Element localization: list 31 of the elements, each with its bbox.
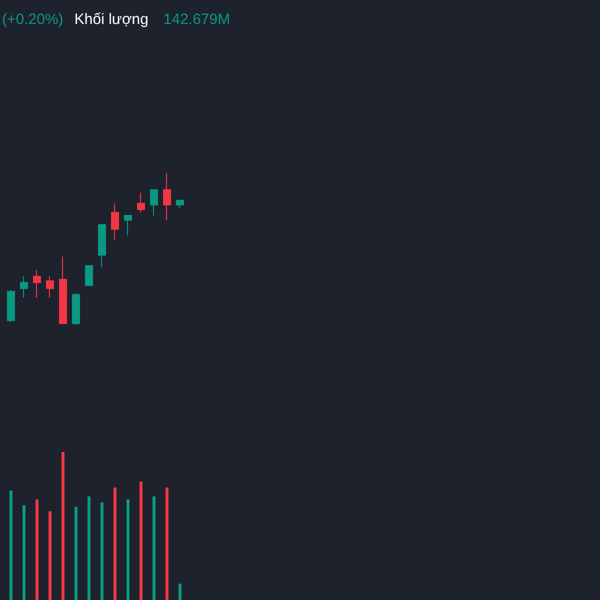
candlestick — [176, 200, 184, 208]
candlestick — [59, 256, 67, 324]
bar — [114, 488, 116, 600]
bar — [166, 488, 168, 600]
text: Khối lượng — [74, 11, 148, 28]
bar — [88, 496, 90, 600]
candlestick — [33, 270, 41, 298]
bar — [62, 452, 64, 600]
candlestick — [46, 276, 54, 298]
candlestick — [20, 276, 28, 298]
bar — [74, 506, 78, 600]
candlestick — [85, 265, 93, 286]
bar — [36, 499, 38, 600]
bar — [48, 511, 52, 600]
bar — [178, 584, 182, 600]
text: (+0.20%) — [2, 11, 64, 28]
bar — [100, 502, 104, 600]
bar — [140, 482, 142, 600]
candlestick — [72, 292, 80, 326]
candlestick — [98, 224, 106, 268]
candlestick — [124, 215, 132, 236]
candlestick — [111, 202, 119, 240]
candlestick — [7, 290, 15, 322]
bar — [22, 505, 26, 600]
bar — [152, 496, 156, 600]
candlestick — [137, 192, 145, 214]
text: 142.679M — [163, 11, 230, 28]
candlestick — [150, 189, 158, 216]
bar — [126, 499, 130, 600]
bar — [10, 490, 12, 600]
candlestick — [163, 172, 171, 221]
